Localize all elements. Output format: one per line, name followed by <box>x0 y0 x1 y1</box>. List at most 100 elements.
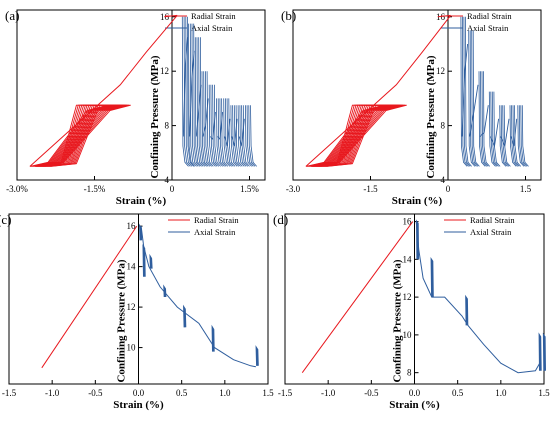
radial-envelope <box>305 15 451 167</box>
axial-stage-link <box>510 118 518 147</box>
axial-cycle-loop <box>461 16 469 167</box>
series-line-radial <box>41 225 138 369</box>
axial-cycle-loop <box>239 105 247 167</box>
axial-cycle-loop <box>500 105 508 167</box>
axial-cycle-loop <box>183 16 191 167</box>
x-axis-title: Strain (%) <box>392 195 443 207</box>
legend-label-radial: Radial Strain <box>194 215 239 225</box>
axial-cycle-loop <box>518 105 526 167</box>
axial-cycle-loop <box>512 105 520 167</box>
axial-stage-link <box>217 111 224 141</box>
y-tick-label: 4 <box>441 175 446 185</box>
axial-cycle-loop <box>223 98 231 167</box>
axial-cycle-loop <box>514 105 522 167</box>
axial-unload-spike <box>465 294 469 326</box>
legend-label-axial: Axial Strain <box>470 227 512 237</box>
y-tick-label: 14 <box>403 254 413 264</box>
axial-stage-link <box>238 118 245 147</box>
x-tick-label: 0.0 <box>409 388 421 398</box>
axial-stage-link <box>195 84 202 137</box>
axial-cycle-loop <box>189 23 197 167</box>
series-axial <box>460 16 529 167</box>
y-tick-label: 8 <box>165 121 170 131</box>
legend-label-axial: Axial Strain <box>467 23 509 33</box>
axial-unload-spike <box>211 324 215 352</box>
x-tick-label: 0.0 <box>133 388 145 398</box>
x-tick-label: -1.0 <box>321 388 336 398</box>
axial-unload-spike <box>255 345 259 366</box>
axial-cycle-loop <box>481 71 489 167</box>
axial-stage-link <box>189 50 195 137</box>
axial-cycle-loop <box>237 105 245 167</box>
y-tick-label: 12 <box>127 302 136 312</box>
radial-cycle-loop <box>45 104 131 167</box>
y-tick-label: 10 <box>403 330 413 340</box>
axial-cycle-loop <box>228 98 236 167</box>
axial-cycle-loop <box>194 37 202 167</box>
x-tick-label: -3.0 <box>286 184 301 194</box>
x-tick-label: -0.5 <box>364 388 379 398</box>
y-tick-label: 8 <box>441 121 446 131</box>
axial-cycle-loop <box>232 105 240 167</box>
legend-label-radial: Radial Strain <box>467 11 512 21</box>
panel-label: (c) <box>0 212 11 227</box>
axial-cycle-loop <box>491 91 499 167</box>
series-line-radial <box>301 221 414 373</box>
y-tick-label: 12 <box>436 66 445 76</box>
x-tick-label: 0.5 <box>176 388 188 398</box>
axial-decay-curve <box>140 226 256 368</box>
axial-unload-spike <box>142 243 146 277</box>
axial-cycle-loop <box>499 105 507 167</box>
axial-cycle-loop <box>181 16 189 167</box>
series-radial <box>29 14 178 167</box>
x-tick-label: -3.0% <box>6 184 28 194</box>
axial-cycle-loop <box>198 37 206 167</box>
axial-cycle-loop <box>216 98 223 167</box>
y-axis-title: Confining Pressure (MPa) <box>392 259 404 382</box>
axial-cycle-loop <box>212 84 220 167</box>
axial-cycle-loop <box>468 30 476 167</box>
axial-cycle-loop <box>187 16 195 167</box>
axial-cycle-loop <box>488 91 496 167</box>
axial-cycle-loop <box>483 71 491 167</box>
axial-cycle-loop <box>193 23 201 167</box>
axial-cycle-loop <box>226 98 234 167</box>
axial-cycle-loop <box>511 105 519 167</box>
legend-label-axial: Axial Strain <box>191 23 233 33</box>
axial-stage-link <box>231 118 238 147</box>
x-axis-title: Strain (%) <box>389 399 440 411</box>
axial-cycle-loop <box>478 71 486 167</box>
legend-label-radial: Radial Strain <box>470 215 515 225</box>
axial-cycle-loop <box>210 84 218 167</box>
x-tick-label: 1.0 <box>495 388 507 398</box>
panel-label: (b) <box>281 8 296 23</box>
axial-cycle-loop <box>503 105 511 167</box>
x-tick-label: 1.0 <box>219 388 231 398</box>
axial-cycle-loop <box>233 105 241 167</box>
axial-decay-curve <box>415 221 541 374</box>
x-tick-label: 1.5 <box>262 388 274 398</box>
axial-cycle-loop <box>517 105 525 167</box>
x-tick-label: 1.5 <box>538 388 550 398</box>
axial-unload-spike <box>149 253 153 269</box>
axial-cycle-loop <box>520 105 528 167</box>
axial-stage-link <box>461 43 469 137</box>
radial-loading-path <box>164 14 178 18</box>
axial-cycle-loop <box>205 71 212 167</box>
axial-cycle-loop <box>225 98 232 167</box>
axial-cycle-loop <box>188 23 196 167</box>
axial-cycle-loop <box>246 105 254 167</box>
axial-stage-link <box>479 105 489 137</box>
chart-panel: -1.5 -1.0 -0.5 0.0 0.5 1.0 1.5 8 10 12 14 16 Strain … <box>273 212 550 411</box>
axial-stage-link <box>202 98 209 137</box>
axial-unload-spike <box>139 223 143 241</box>
y-axis-title: Confining Pressure (MPa) <box>149 55 161 178</box>
chart-panel: -1.5 -1.0 -0.5 0.0 0.5 1.0 1.5 10 12 14 16 Strain (… <box>0 212 274 411</box>
y-tick-label: 10 <box>127 343 137 353</box>
legend-label-radial: Radial Strain <box>191 11 236 21</box>
axial-cycle-loop <box>471 30 479 167</box>
x-tick-label: -1.5 <box>278 388 293 398</box>
axial-cycle-loop <box>196 37 204 167</box>
y-tick-label: 4 <box>165 175 170 185</box>
